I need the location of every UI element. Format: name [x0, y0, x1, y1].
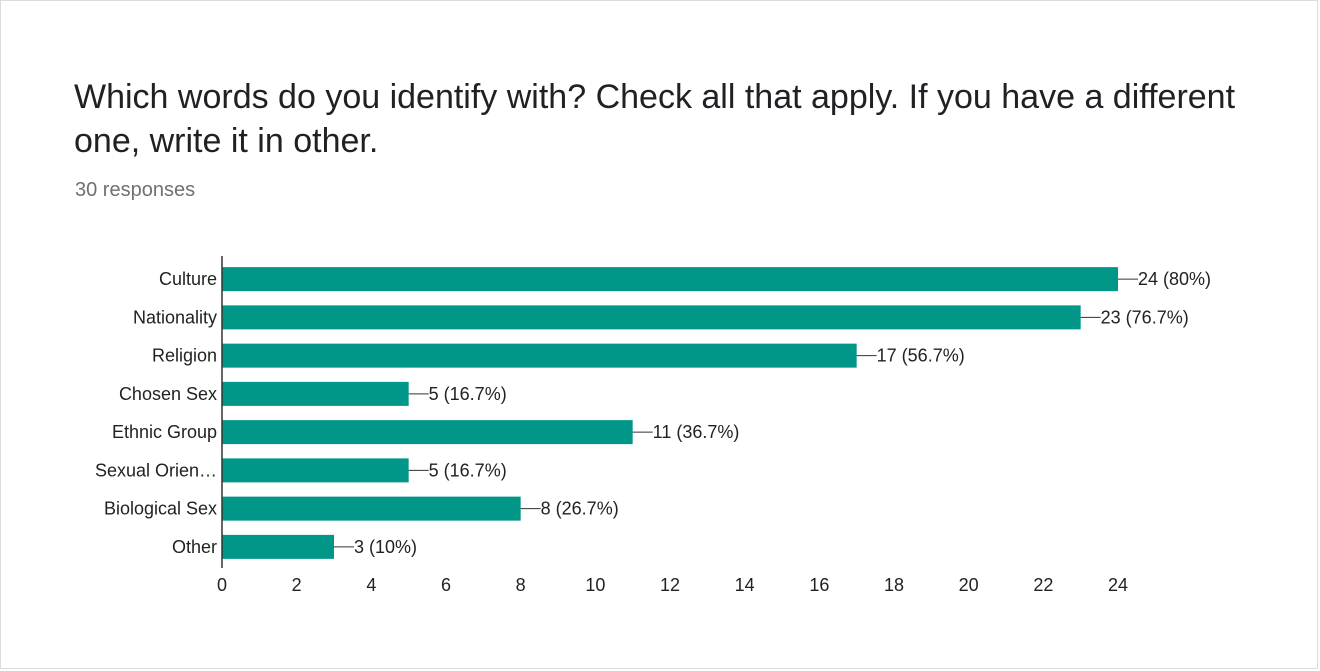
category-label: Ethnic Group: [112, 422, 217, 442]
data-label: 24 (80%): [1138, 269, 1211, 289]
category-label: Chosen Sex: [119, 384, 217, 404]
x-tick-label: 6: [441, 575, 451, 595]
data-label: 17 (56.7%): [877, 346, 965, 366]
data-label: 5 (16.7%): [429, 384, 507, 404]
response-count: 30 responses: [75, 179, 196, 201]
bar: [222, 267, 1118, 292]
category-label: Biological Sex: [104, 499, 217, 519]
data-label: 11 (36.7%): [653, 422, 740, 442]
x-tick-label: 12: [660, 575, 680, 595]
bar: [222, 496, 521, 521]
category-label: Culture: [159, 269, 217, 289]
x-tick-label: 14: [735, 575, 755, 595]
data-label: 5 (16.7%): [429, 460, 507, 480]
bar: [222, 305, 1081, 330]
data-label: 3 (10%): [354, 537, 417, 557]
bar: [222, 420, 633, 445]
x-tick-label: 18: [884, 575, 904, 595]
x-tick-label: 24: [1108, 575, 1128, 595]
x-tick-label: 10: [585, 575, 605, 595]
x-tick-label: 8: [516, 575, 526, 595]
category-label: Sexual Orien…: [95, 460, 217, 480]
x-tick-label: 16: [809, 575, 829, 595]
data-label: 8 (26.7%): [541, 499, 619, 519]
x-tick-label: 22: [1033, 575, 1053, 595]
x-tick-label: 4: [366, 575, 376, 595]
data-label: 23 (76.7%): [1101, 307, 1189, 327]
bar: [222, 534, 334, 559]
x-tick-label: 0: [217, 575, 227, 595]
category-label: Other: [172, 537, 217, 557]
bar: [222, 343, 857, 368]
bar: [222, 381, 409, 406]
x-tick-label: 20: [959, 575, 979, 595]
question-title: Which words do you identify with? Check …: [74, 78, 1236, 160]
bar: [222, 458, 409, 483]
category-label: Nationality: [133, 307, 217, 327]
x-tick-label: 2: [292, 575, 302, 595]
category-label: Religion: [152, 346, 217, 366]
